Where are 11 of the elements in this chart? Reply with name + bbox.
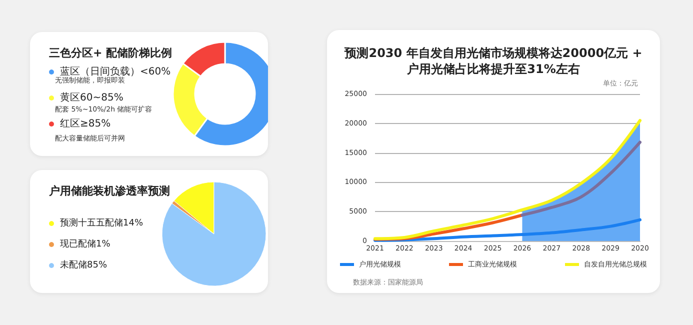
line-series (374, 118, 642, 240)
chart-title: 预测2030 年自发自用光储市场规模将达20000亿元 + 户用光储占比将提升至31%左右 (344, 46, 642, 76)
legend-label: 黄区60~85% (60, 92, 124, 104)
legend-label: 预测十五五配储14% (60, 218, 144, 228)
text: 三色分区+ 配储阶梯比例 (49, 46, 172, 60)
line-series (520, 140, 642, 217)
chart-title: 户用储能装机渗透率预测 (48, 184, 170, 198)
legend-label: 未配储85% (60, 260, 108, 270)
legend-label: 蓝区（日间负载）<60% (60, 66, 171, 78)
legend-label: 红区≥85% (60, 118, 111, 130)
legend-label: 现已配储1% (60, 238, 111, 250)
